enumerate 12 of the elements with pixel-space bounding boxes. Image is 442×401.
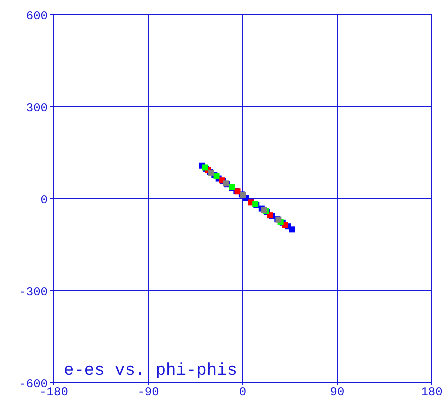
y-tick-label: 600: [26, 9, 48, 24]
text: e-es vs. phi-phis: [64, 362, 238, 381]
y-tick-label: -300: [19, 285, 48, 300]
x-tick-label: -90: [138, 386, 160, 400]
x-tick-label: 180: [421, 386, 442, 400]
point: [261, 207, 267, 214]
y-tick-label: 0: [40, 193, 48, 208]
y-tick-label: 300: [26, 101, 48, 116]
x-tick-label: 0: [239, 386, 247, 400]
point: [289, 226, 296, 233]
x-tick-label: 90: [330, 386, 345, 400]
y-tick-label: -600: [19, 377, 48, 392]
